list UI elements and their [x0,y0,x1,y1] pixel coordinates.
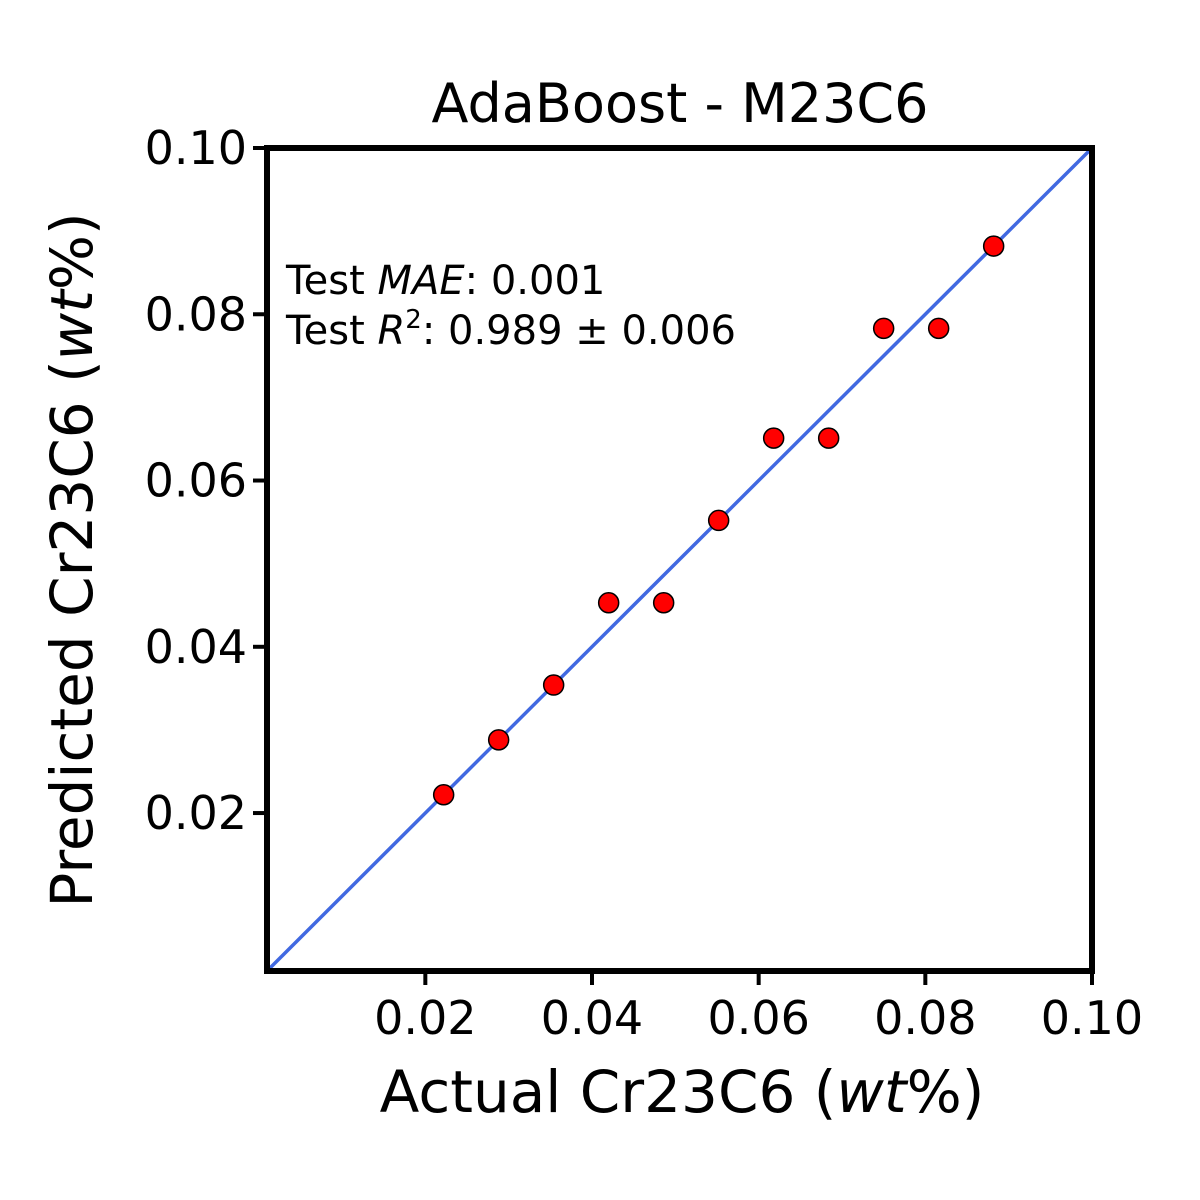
y-tick-label: 0.02 [145,786,247,840]
data-point [817,427,840,449]
data-point [542,674,565,696]
y-tick-label: 0.10 [145,121,247,175]
x-tick-label: 0.10 [1041,991,1143,1045]
x-axis-ticks: 0.02 0.04 0.06 0.08 0.10 [374,971,1143,1045]
data-point [762,427,785,449]
data-point [707,509,730,532]
y-tick-label: 0.08 [145,287,247,341]
y-tick-label: 0.04 [145,620,247,674]
r2-annotation: Test R2: 0.989 ± 0.006 [285,305,736,354]
mae-annotation: Test MAE: 0.001 [285,258,605,304]
data-point [487,729,510,751]
x-tick-label: 0.08 [874,991,976,1045]
y-tick-label: 0.06 [145,454,247,508]
x-tick-label: 0.02 [374,991,476,1045]
data-point [927,317,950,340]
x-tick-label: 0.04 [541,991,643,1045]
data-point [597,591,620,614]
data-point [432,784,455,806]
y-axis-label: Predicted Cr23C6 (wt%) [38,212,106,907]
data-point [652,591,675,614]
x-axis-label: Actual Cr23C6 (wt%) [380,1058,985,1126]
data-points [432,235,1005,806]
chart-title: AdaBoost - M23C6 [432,72,929,135]
data-point [872,317,895,340]
reference-line [265,146,1094,973]
x-tick-label: 0.06 [707,991,809,1045]
plot-frame [264,145,1095,974]
data-point [982,235,1005,257]
y-axis-ticks: 0.02 0.04 0.06 0.08 0.10 [145,121,267,840]
